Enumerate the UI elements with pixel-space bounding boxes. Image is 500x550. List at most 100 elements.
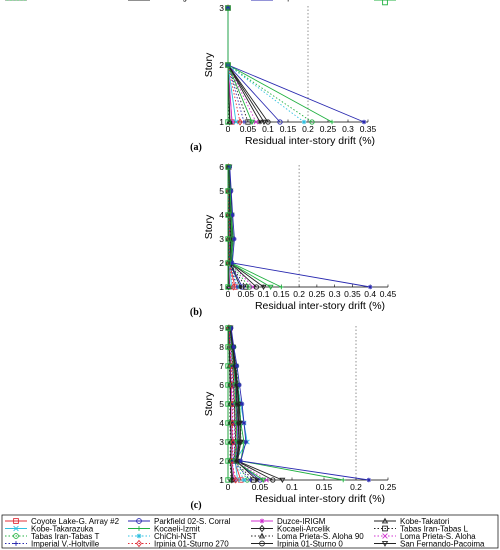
series-point xyxy=(230,283,237,291)
series-point xyxy=(229,188,234,194)
legend-entry-label: Christchurch- P.R.P. Station xyxy=(400,0,498,2)
series-line xyxy=(227,8,365,123)
legend-entry-label: Irpinia 01-Sturno 270 xyxy=(154,539,229,548)
series-line xyxy=(227,8,281,123)
series-point xyxy=(238,458,243,464)
legend-entry-label: Northridge-LA dam xyxy=(154,0,221,2)
x-tick-label: 0.05 xyxy=(238,289,255,299)
x-tick-label: 0.25 xyxy=(380,482,397,492)
series-point xyxy=(225,382,231,388)
legend-swatch-marker xyxy=(259,540,265,547)
legend-swatch-marker xyxy=(136,518,142,524)
panel-b: 0 0.05 0.1 0.15 0.2 0.25 0.3 0.35 0.4 0.45 1 2 3 4 5 6 R… xyxy=(190,162,397,318)
series-point xyxy=(230,212,235,218)
series-point xyxy=(249,119,255,126)
series-point xyxy=(234,363,240,369)
x-tick-label: 0.05 xyxy=(240,124,257,134)
y-axis-label: Story xyxy=(203,391,215,416)
panel-a: 0 0.05 0.1 0.15 0.2 0.25 0.3 0.35 1 2 3 Residual in… xyxy=(190,3,376,153)
legend-entry-label: Coyote Lake-G. Array #2 xyxy=(31,517,120,526)
series-point xyxy=(257,119,263,125)
series-line xyxy=(227,8,261,123)
series-point xyxy=(241,420,247,426)
legend-entry-label: Loma Prieta-S. Aloha xyxy=(400,532,476,541)
legend-swatch-marker xyxy=(382,525,388,532)
series-point xyxy=(237,118,243,126)
series-point xyxy=(229,419,236,427)
series-point xyxy=(225,401,231,407)
legend-entry-label: Irpinia 01-Sturno 0 xyxy=(277,539,343,548)
series-line xyxy=(227,166,234,288)
legend-swatch-marker xyxy=(382,533,388,539)
legend-entry-label: Duzce-IRIGM xyxy=(277,517,326,526)
y-tick-label: 3 xyxy=(219,437,224,447)
series-point xyxy=(225,439,231,445)
legend-entry-label: Kobe-Takatori xyxy=(400,517,450,526)
x-axis-label: Residual inter-story drift (%) xyxy=(255,493,385,505)
series-point xyxy=(243,284,249,290)
series-point xyxy=(301,119,307,125)
series-point xyxy=(254,477,259,483)
x-tick-label: 0.25 xyxy=(320,124,337,134)
legend-entry-label: Imperial V.-Holtville xyxy=(31,539,100,548)
series-point xyxy=(234,458,239,464)
series-point xyxy=(261,119,267,126)
series-point xyxy=(234,382,239,388)
x-tick-label: 0.25 xyxy=(309,289,326,299)
legend-swatch-marker xyxy=(13,518,19,524)
series-point xyxy=(253,284,260,290)
x-tick-label: 0.15 xyxy=(280,124,297,134)
series-line xyxy=(227,8,333,123)
legend-swatch-marker xyxy=(259,518,265,524)
x-tick-label: 0.15 xyxy=(316,482,333,492)
panel-label: (a) xyxy=(190,142,202,153)
series-line xyxy=(230,327,369,481)
series-line xyxy=(228,327,232,481)
series-point xyxy=(246,284,252,290)
y-tick-label: 1 xyxy=(219,282,224,292)
y-tick-label: 6 xyxy=(219,162,224,172)
x-tick-label: 0.35 xyxy=(360,124,377,134)
series-point xyxy=(232,476,239,484)
series-point xyxy=(233,119,239,125)
x-tick-label: 0.45 xyxy=(380,289,397,299)
y-tick-label: 4 xyxy=(219,418,224,428)
panel-label: (c) xyxy=(190,500,201,511)
y-axis-label: Story xyxy=(203,52,215,77)
legend-entry-label: Kobe-Takarazuka xyxy=(31,524,94,533)
series-point xyxy=(361,119,367,125)
series-line xyxy=(228,327,237,481)
series-point xyxy=(236,420,241,426)
series-point xyxy=(225,62,231,68)
y-tick-label: 5 xyxy=(219,186,224,196)
series-line xyxy=(227,8,313,123)
series-point xyxy=(225,363,231,369)
legend-swatch-marker xyxy=(136,526,142,531)
x-tick-label: 0.05 xyxy=(252,482,269,492)
x-tick-label: 0.3 xyxy=(329,289,341,299)
series-point xyxy=(277,119,283,125)
series-point xyxy=(270,477,276,483)
y-tick-label: 3 xyxy=(219,3,224,13)
x-tick-label: 0 xyxy=(226,289,231,299)
legend-entry-label: Tabas Iran-Tabas T xyxy=(31,532,99,541)
x-tick-label: 0 xyxy=(226,124,231,134)
series-point xyxy=(341,477,346,483)
series-point xyxy=(232,236,237,242)
series-point xyxy=(265,119,271,125)
legend-swatch-marker xyxy=(259,524,265,533)
x-tick-label: 0.1 xyxy=(262,124,274,134)
series-point xyxy=(368,284,373,290)
series-line xyxy=(230,327,344,481)
series-line xyxy=(227,8,253,123)
series-point xyxy=(243,439,249,445)
series-point xyxy=(225,188,231,194)
x-tick-label: 0.2 xyxy=(350,482,362,492)
series-point xyxy=(230,260,235,266)
series-point xyxy=(225,420,231,426)
legend-swatch-marker xyxy=(13,541,19,546)
legend-swatch-marker xyxy=(381,541,389,547)
legend-entry-label: Parkfield 02-S. Corral xyxy=(154,517,231,526)
x-tick-label: 0.35 xyxy=(344,289,361,299)
